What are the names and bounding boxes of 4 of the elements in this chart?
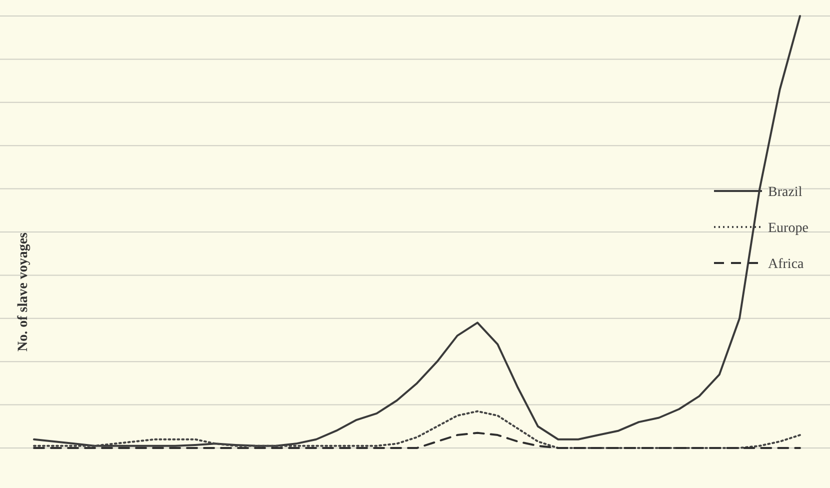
legend-label: Brazil	[768, 185, 802, 200]
legend-label: Africa	[768, 257, 805, 272]
y-axis-title: No. of slave voyages	[16, 232, 31, 352]
legend-label: Europe	[768, 221, 808, 236]
